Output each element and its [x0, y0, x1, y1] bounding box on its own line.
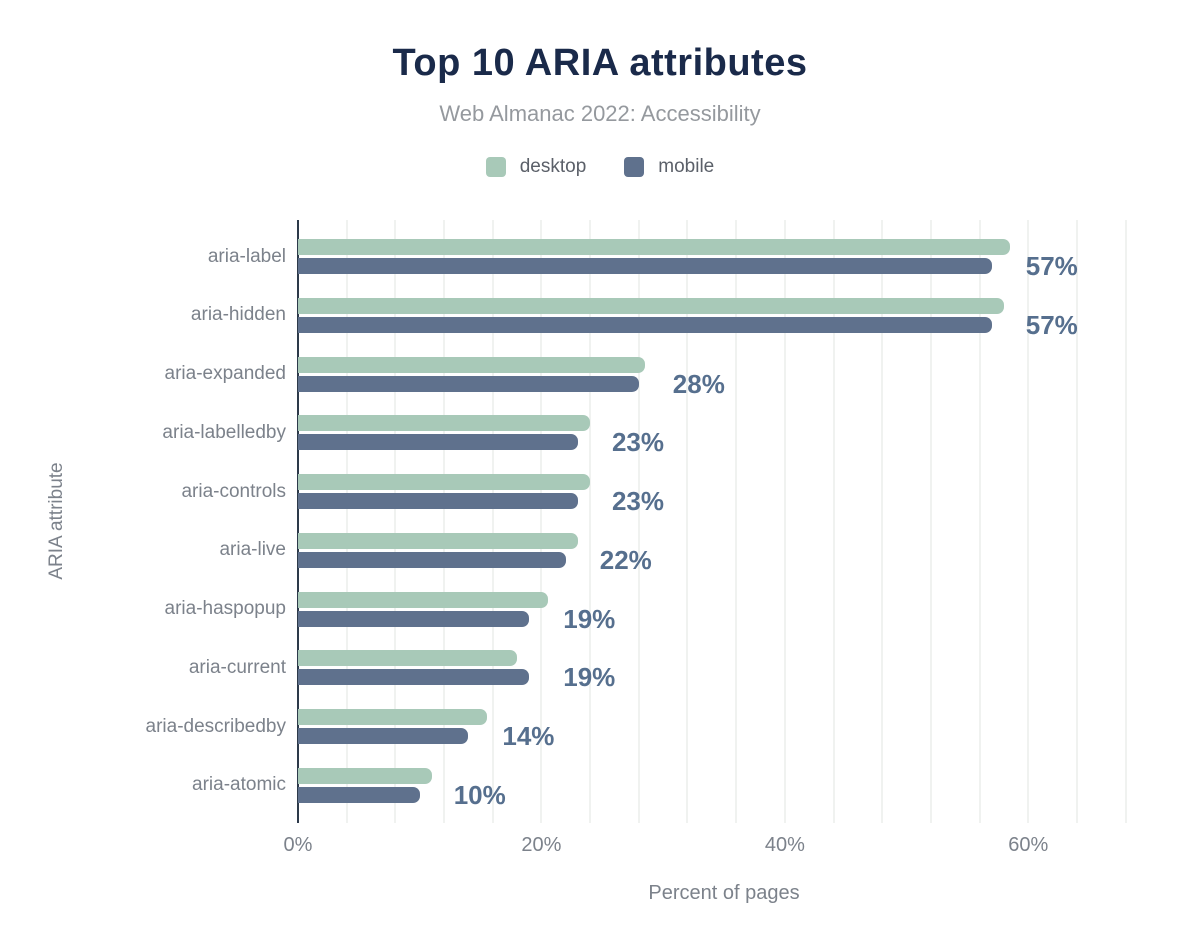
y-axis-line — [297, 220, 299, 823]
category-label: aria-live — [219, 539, 286, 561]
category-label: aria-describedby — [145, 715, 286, 737]
category-label: aria-expanded — [164, 363, 286, 384]
gridline — [1075, 220, 1078, 823]
gridline — [783, 220, 786, 823]
bar-desktop — [298, 297, 1004, 314]
value-label: 28% — [672, 368, 725, 399]
bar-desktop — [298, 591, 548, 608]
plot-area: 57% 57% 28% 23% 23% 22% 19% 19% 14% 10% — [297, 220, 1150, 823]
category-label: aria-controls — [181, 480, 286, 502]
gridline — [637, 220, 640, 823]
gridline — [929, 220, 932, 823]
category-label: aria-hidden — [190, 304, 286, 326]
bar-desktop — [298, 239, 1011, 255]
legend: desktop mobile — [0, 156, 1200, 178]
value-label: 23% — [611, 427, 664, 458]
category-label: aria-labelledby — [162, 421, 286, 443]
bar-desktop — [298, 474, 591, 490]
gridline — [686, 220, 689, 823]
category-label: aria-atomic — [192, 774, 286, 796]
bar-desktop — [298, 415, 591, 432]
bar-desktop — [298, 709, 487, 725]
value-label: 14% — [502, 721, 555, 751]
value-label: 19% — [563, 603, 616, 634]
bar-mobile — [298, 258, 992, 274]
chart-title: Top 10 ARIA attributes — [392, 42, 808, 84]
gridline — [978, 220, 981, 823]
bar-mobile — [298, 669, 530, 686]
gridline — [394, 220, 397, 823]
legend-item-mobile: mobile — [624, 156, 714, 178]
gridline — [345, 220, 348, 823]
bar-mobile — [298, 375, 639, 392]
gridline — [443, 220, 446, 823]
gridline — [1124, 220, 1127, 823]
x-axis-title: Percent of pages — [648, 882, 800, 904]
gridline — [1027, 220, 1030, 823]
value-label: 10% — [453, 779, 506, 810]
bar-desktop — [298, 767, 432, 784]
bar-mobile — [298, 728, 469, 744]
gridline — [491, 220, 494, 823]
legend-label: desktop — [519, 156, 587, 177]
bar-mobile — [298, 493, 578, 509]
chart-subtitle: Web Almanac 2022: Accessibility — [439, 101, 761, 126]
value-label: 23% — [611, 486, 664, 516]
value-label: 57% — [1025, 251, 1078, 281]
bar-desktop — [298, 532, 578, 549]
bar-mobile — [298, 316, 992, 333]
gridline — [881, 220, 884, 823]
x-tick-label: 20% — [521, 834, 562, 856]
gridline — [832, 220, 835, 823]
legend-swatch-icon — [485, 157, 506, 177]
gridline — [540, 220, 543, 823]
gridline — [589, 220, 592, 823]
x-tick-label: 0% — [283, 834, 313, 856]
legend-label: mobile — [658, 156, 715, 177]
bar-desktop — [298, 356, 645, 373]
value-label: 19% — [563, 662, 616, 693]
x-tick-label: 40% — [764, 834, 805, 856]
category-label: aria-label — [207, 245, 286, 267]
x-tick-label: 60% — [1008, 834, 1049, 856]
bar-mobile — [298, 551, 566, 568]
bar-mobile — [298, 610, 530, 627]
bar-mobile — [298, 786, 420, 803]
bar-desktop — [298, 650, 518, 667]
bar-mobile — [298, 434, 578, 451]
category-label: aria-current — [188, 656, 286, 678]
gridline — [735, 220, 738, 823]
category-label: aria-haspopup — [164, 598, 286, 619]
legend-item-desktop: desktop — [485, 156, 587, 178]
value-label: 22% — [599, 544, 652, 575]
legend-swatch-icon — [624, 157, 645, 177]
value-label: 57% — [1025, 309, 1078, 340]
